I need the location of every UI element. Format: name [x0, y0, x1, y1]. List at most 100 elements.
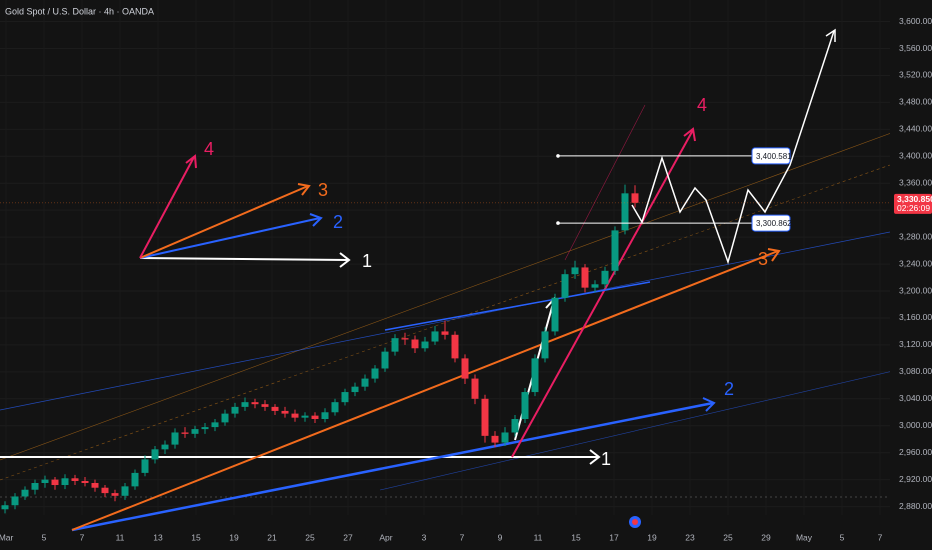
chart-title: Gold Spot / U.S. Dollar · 4h · OANDA: [5, 6, 154, 16]
arrow: [71, 250, 779, 531]
x-tick-label: 25: [305, 532, 315, 542]
candle-body: [181, 432, 189, 434]
candle-body: [11, 496, 19, 506]
candle-body: [611, 230, 619, 271]
channel-line: [0, 164, 891, 481]
candle-body: [71, 478, 79, 481]
candle-body: [541, 331, 549, 359]
candle-body: [581, 267, 589, 288]
y-tick-label: 2,960.000: [899, 447, 932, 457]
last-price-tag: [894, 193, 932, 214]
y-tick-label: 3,520.000: [899, 70, 932, 80]
candle-body: [151, 449, 159, 460]
y-tick-label: 3,600.000: [899, 16, 932, 26]
candle-body: [471, 378, 479, 399]
x-tick-label: 23: [685, 532, 695, 542]
arrow-head: [185, 154, 197, 169]
drawings: [0, 28, 932, 532]
candle-body: [391, 338, 399, 352]
x-tick-label: Mar: [0, 532, 13, 542]
x-tick-label: 11: [534, 532, 543, 542]
y-tick-label: 3,240.000: [899, 258, 932, 268]
candle-body: [421, 341, 429, 349]
candle-body: [241, 402, 249, 407]
x-tick-label: 13: [153, 532, 163, 542]
candle-body: [101, 487, 109, 494]
arrow-head: [297, 183, 311, 196]
y-tick-label: 2,920.000: [899, 474, 932, 484]
candle-body: [31, 483, 39, 490]
arrow: [139, 217, 321, 259]
candle-body: [161, 444, 169, 450]
candle-body: [491, 435, 499, 443]
candle-body: [251, 402, 259, 405]
y-tick-label: 2,880.000: [899, 501, 932, 511]
trend-line: [384, 281, 651, 331]
event-icon: [632, 519, 638, 525]
candle-body: [601, 270, 609, 285]
y-tick-label: 3,480.000: [899, 97, 932, 107]
candle-body: [341, 392, 349, 403]
price-level-box: [751, 214, 791, 232]
x-tick-label: 17: [609, 532, 619, 542]
channel-line: [564, 104, 646, 261]
x-tick-label: May: [796, 532, 813, 542]
x-tick-label: 11: [116, 532, 125, 542]
x-tick-label: 25: [723, 532, 733, 542]
y-tick-label: 3,440.000: [899, 124, 932, 134]
candle-body: [111, 493, 119, 496]
channel-line: [0, 117, 932, 461]
x-tick-label: 5: [840, 532, 845, 542]
candle-body: [531, 358, 539, 393]
arrow-head: [683, 127, 696, 142]
candle-body: [631, 193, 639, 203]
candle-body: [261, 404, 269, 407]
candle-body: [411, 339, 419, 349]
x-tick-label: 7: [460, 532, 465, 542]
wave-label: 1: [362, 251, 372, 271]
price-level-label: 3,300.862: [756, 219, 792, 228]
y-tick-label: 3,200.000: [899, 285, 932, 295]
price-level-label: 3,400.581: [756, 152, 792, 161]
candle-body: [621, 193, 629, 231]
candle-body: [591, 284, 599, 288]
x-tick-label: 21: [267, 532, 277, 542]
candle-body: [511, 419, 519, 433]
candle-body: [521, 392, 529, 420]
y-tick-label: 3,080.000: [899, 366, 932, 376]
candle-body: [381, 351, 389, 369]
candle-body: [291, 413, 299, 418]
y-tick-label: 3,120.000: [899, 339, 932, 349]
arrow: [511, 129, 694, 458]
wave-label: 2: [724, 379, 734, 399]
wave-label: 4: [204, 139, 214, 159]
candle-body: [551, 297, 559, 332]
y-tick-label: 3,000.000: [899, 420, 932, 430]
x-tick-label: 3: [422, 532, 427, 542]
y-tick-label: 3,360.000: [899, 177, 932, 187]
arrow-head: [339, 252, 351, 268]
x-tick-label: 19: [647, 532, 657, 542]
x-tick-label: 27: [343, 532, 353, 542]
candle-body: [221, 413, 229, 423]
y-tick-label: 3,400.000: [899, 151, 932, 161]
candle-body: [321, 412, 329, 420]
channel-line: [379, 361, 932, 491]
candle-body: [561, 274, 569, 298]
price-level-box: [751, 147, 791, 165]
level-handle: [556, 154, 560, 158]
countdown-label: 02:26:09: [897, 203, 930, 213]
x-tick-label: 7: [878, 532, 883, 542]
wave-label: 3: [318, 180, 328, 200]
arrow-head: [767, 248, 781, 262]
arrow-head: [825, 28, 836, 42]
x-tick-label: Apr: [379, 532, 392, 542]
arrow: [139, 156, 195, 259]
candle-body: [191, 429, 199, 434]
candle-body: [361, 378, 369, 387]
level-handle: [556, 221, 560, 225]
y-tick-label: 3,040.000: [899, 393, 932, 403]
